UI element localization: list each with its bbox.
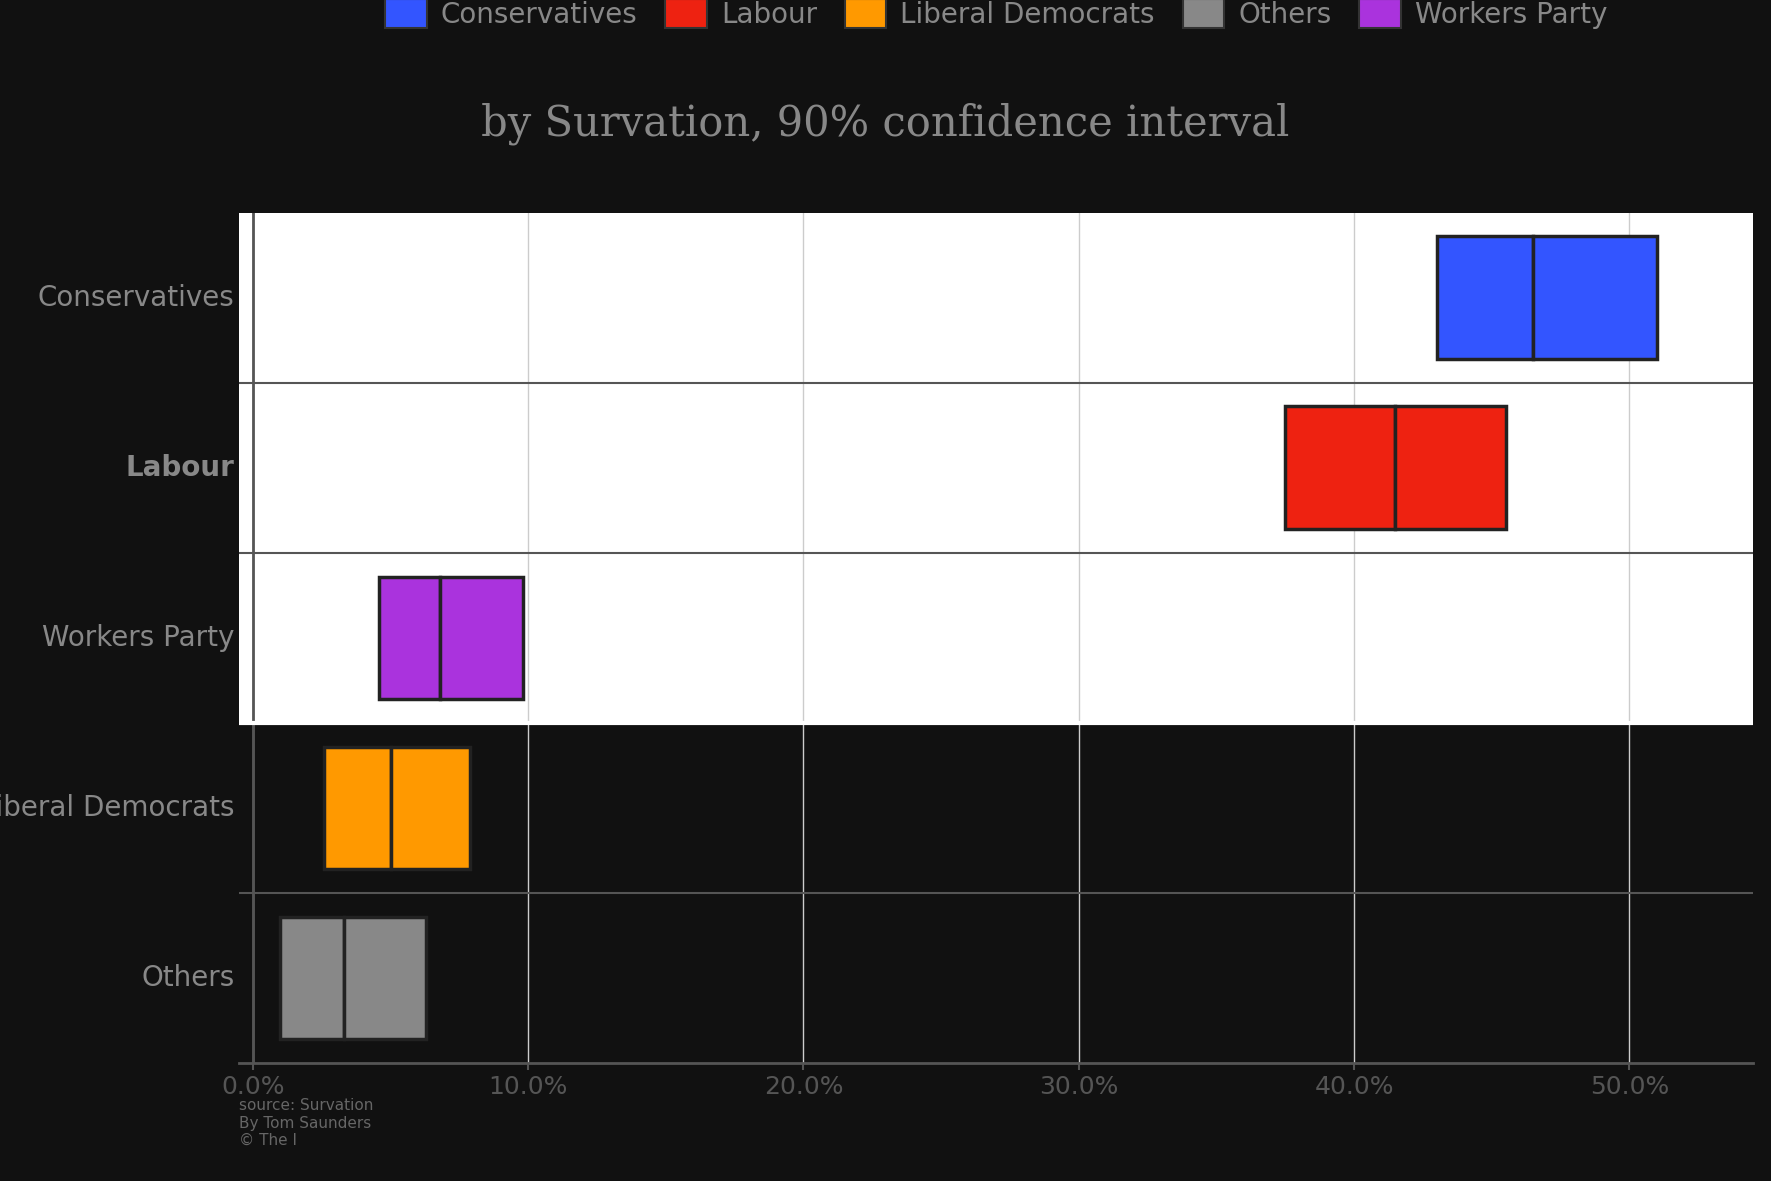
Text: Conservatives: Conservatives: [37, 283, 234, 312]
Bar: [1396, 406, 1505, 529]
Bar: [1534, 236, 1658, 359]
Bar: [390, 746, 471, 869]
Bar: [379, 576, 439, 699]
Text: by Survation, 90% confidence interval: by Survation, 90% confidence interval: [482, 103, 1289, 145]
Bar: [239, 723, 1753, 893]
Bar: [324, 746, 390, 869]
Text: Workers Party: Workers Party: [43, 624, 234, 652]
Bar: [239, 893, 1753, 1063]
Text: Labour: Labour: [126, 454, 234, 482]
Text: Liberal Democrats: Liberal Democrats: [0, 794, 234, 822]
Legend: Conservatives, Labour, Liberal Democrats, Others, Workers Party: Conservatives, Labour, Liberal Democrats…: [374, 0, 1619, 40]
Bar: [239, 553, 1753, 723]
Bar: [439, 576, 522, 699]
Bar: [239, 213, 1753, 383]
Bar: [1286, 406, 1396, 529]
Bar: [239, 383, 1753, 553]
Bar: [280, 916, 344, 1039]
Text: Others: Others: [142, 964, 234, 992]
Bar: [1436, 236, 1534, 359]
Text: source: Survation
By Tom Saunders
© The I: source: Survation By Tom Saunders © The …: [239, 1098, 374, 1148]
Bar: [344, 916, 427, 1039]
